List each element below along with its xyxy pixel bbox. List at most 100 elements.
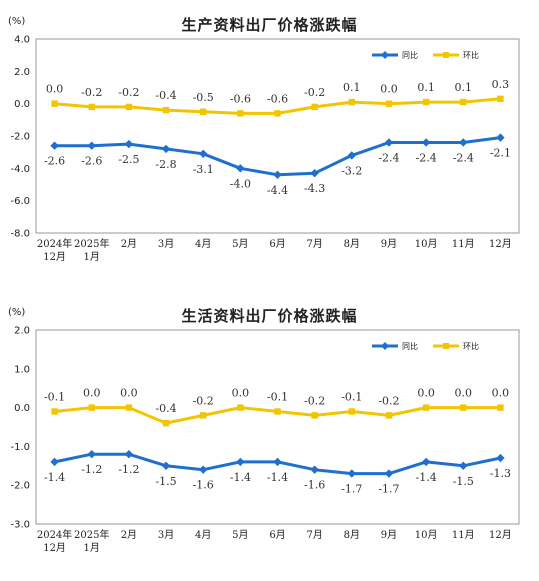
x-tick-label: 12月 [489,238,512,250]
data-point-marker [460,98,467,106]
plot-frame [35,38,520,234]
legend-label: 环比 [463,50,479,60]
y-unit-label: (%) [8,16,26,27]
data-point-marker [310,465,319,474]
data-point-marker [274,408,281,415]
data-point-marker [162,106,170,114]
x-tick-label: 2024年 [37,528,72,541]
x-tick-label: 5月 [232,529,248,541]
data-point-marker [496,133,505,142]
data-point-marker [88,103,95,111]
y-tick-label: -3.0 [10,520,30,531]
data-point-marker [51,100,58,107]
data-point-marker [274,110,281,117]
data-point-marker [88,404,95,411]
x-tick-label: 7月 [306,238,322,250]
x-tick-label: 8月 [344,238,360,250]
data-label: -1.5 [453,475,474,488]
data-point-marker [198,465,208,474]
x-tick-label: 3月 [158,238,174,250]
x-tick-label: 2025年 [74,528,109,541]
y-tick-label: 0.0 [14,99,30,110]
data-label: -0.1 [267,390,288,403]
data-label: -3.2 [341,164,362,177]
x-tick-label: 9月 [381,529,397,541]
data-label: -1.3 [490,467,511,480]
data-label: -0.2 [304,86,325,99]
data-label: -4.4 [267,184,288,197]
data-point-marker [161,144,171,154]
x-tick-label: 12月 [43,542,66,554]
x-tick-label: 2月 [121,529,137,541]
data-point-marker [347,151,357,160]
legend-marker [443,52,449,58]
x-tick-label: 11月 [452,529,475,541]
x-tick-label: 1月 [84,251,100,263]
data-label: 0.0 [46,83,64,96]
y-tick-label: -1.0 [10,442,30,453]
data-point-marker [311,412,318,419]
x-tick-label: 5月 [232,238,248,250]
data-label: 0.0 [455,387,473,400]
y-tick-label: -4.0 [10,164,30,175]
data-label: -1.4 [230,471,251,484]
data-label: -0.2 [193,394,214,407]
data-label: 0.0 [492,387,510,400]
data-point-marker [347,469,357,478]
data-point-marker [385,100,393,107]
data-point-marker [421,457,431,467]
data-point-marker [125,404,133,411]
data-point-marker [421,138,431,147]
x-tick-label: 2025年 [74,237,109,250]
data-point-marker [311,103,318,111]
x-tick-label: 2024年 [37,237,72,250]
data-label: 0.0 [232,387,250,400]
x-tick-label: 2月 [121,238,137,250]
x-tick-label: 6月 [269,238,285,250]
x-tick-label: 7月 [306,529,322,541]
data-label: -1.2 [81,463,102,476]
x-tick-label: 4月 [195,238,211,250]
data-label: 0.1 [455,81,473,94]
x-tick-label: 12月 [43,251,66,263]
data-point-marker [51,408,58,415]
data-point-marker [496,453,505,463]
data-label: 0.0 [417,387,435,400]
y-tick-label: -8.0 [10,229,30,240]
y-tick-label: 2.0 [14,326,30,337]
data-label: -0.6 [267,92,288,105]
data-label: -3.1 [193,163,214,176]
y-tick-label: -2.0 [10,132,30,143]
x-tick-label: 6月 [269,529,285,541]
data-label: -0.2 [81,86,102,99]
x-tick-label: 10月 [415,529,438,541]
legend-marker [381,51,389,59]
data-point-marker [50,141,59,150]
data-label: 0.1 [417,81,435,94]
data-label: -0.2 [118,86,139,99]
data-point-marker [459,138,468,147]
data-label: -0.2 [378,394,399,407]
data-point-marker [273,170,282,179]
data-label: 0.1 [343,81,361,94]
data-label: -2.1 [490,147,511,160]
data-label: -2.6 [44,155,65,168]
x-tick-label: 9月 [381,238,397,250]
legend-label: 同比 [402,341,418,351]
data-point-marker [348,408,356,415]
data-point-marker [162,419,170,427]
data-label: -2.4 [416,151,437,164]
data-label: -0.6 [230,92,251,105]
x-tick-label: 12月 [489,529,512,541]
data-point-marker [497,404,504,411]
data-point-marker [236,164,245,173]
x-tick-label: 11月 [452,238,475,250]
data-label: -0.1 [341,390,362,403]
chart-canvas: 4.02.00.0-2.0-4.0-6.0-8.02024年12月2025年1月… [10,35,520,263]
data-label: -1.7 [341,483,362,496]
data-point-marker [384,469,394,478]
y-tick-label: 2.0 [14,67,30,78]
data-point-marker [237,110,244,117]
y-tick-label: -6.0 [10,196,30,207]
